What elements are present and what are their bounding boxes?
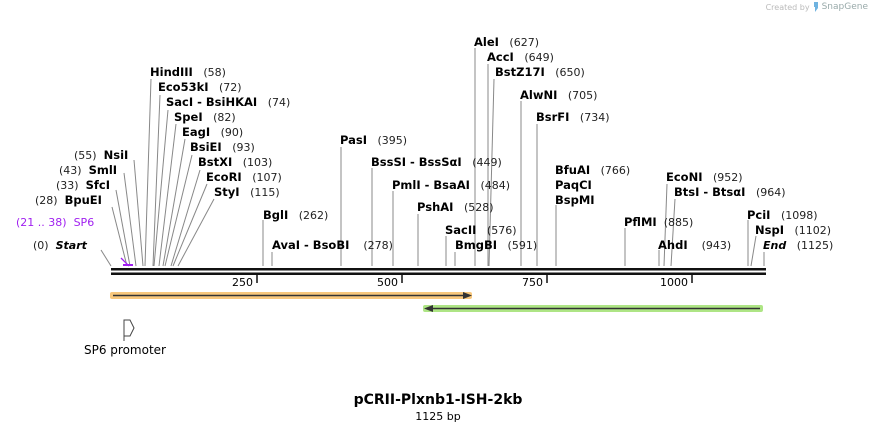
site-hindiii[interactable]: HindIII (58): [150, 65, 226, 80]
map-title: pCRII-Plxnb1-ISH-2kb: [353, 392, 523, 408]
map-length: 1125 bp: [415, 410, 461, 423]
ruler-ticks: [256, 275, 693, 283]
site-smli[interactable]: (43) SmlI: [59, 163, 118, 178]
reverse-feature-arrow[interactable]: [423, 305, 763, 312]
site-leader-lines: [100, 48, 765, 267]
site-spei[interactable]: SpeI (82): [174, 110, 236, 125]
credit-prefix: Created by: [765, 2, 810, 12]
site-bfuai[interactable]: BfuAI (766): [555, 163, 631, 178]
site-pshai[interactable]: PshAI (528): [417, 200, 494, 215]
site-bsssi[interactable]: BssSI - BssSαI (449): [371, 155, 502, 170]
end-label: End (1125): [763, 239, 834, 252]
site-sacii[interactable]: SacII (576): [445, 223, 517, 238]
tick-500: 500: [377, 276, 398, 289]
sp6-promoter-label: SP6 promoter: [84, 343, 166, 357]
tick-1000: 1000: [660, 276, 688, 289]
site-bsiei[interactable]: BsiEI (93): [190, 140, 255, 155]
site-pasi[interactable]: PasI (395): [340, 133, 408, 148]
site-nsii[interactable]: (55) NsiI: [74, 148, 129, 163]
tick-750: 750: [522, 276, 543, 289]
start-label: (0) Start: [33, 239, 87, 252]
site-pcii[interactable]: PciI (1098): [747, 208, 818, 223]
site-bgli[interactable]: BglI (262): [263, 208, 329, 223]
site-eco53ki[interactable]: Eco53kI (72): [158, 80, 242, 95]
site-econi[interactable]: EcoNI (952): [666, 170, 743, 185]
backbone-bottom-strand: [111, 272, 766, 275]
snapgene-credit: Created by SnapGene: [766, 2, 868, 12]
site-avai-bsobi[interactable]: AvaI - BsoBI (278): [272, 238, 393, 253]
site-ahdi[interactable]: AhdI (943): [658, 238, 732, 253]
site-bpuei[interactable]: (28) BpuEI: [35, 193, 102, 208]
site-saci-bsihkai[interactable]: SacI - BsiHKAI (74): [166, 95, 291, 110]
site-pmli-bsaai[interactable]: PmlI - BsaAI (484): [392, 178, 511, 193]
site-paqci[interactable]: PaqCI: [555, 178, 592, 192]
site-sfci[interactable]: (33) SfcI: [56, 178, 110, 193]
snapgene-logo-icon: [813, 2, 818, 12]
site-ecori[interactable]: EcoRI (107): [206, 170, 282, 185]
site-alei[interactable]: AleI (627): [474, 35, 540, 50]
tick-250: 250: [232, 276, 253, 289]
site-btsi[interactable]: BtsI - BtsαI (964): [674, 185, 786, 200]
site-pflmi[interactable]: PflMI (885): [624, 215, 694, 230]
credit-brand: SnapGene: [821, 2, 868, 12]
backbone-top-strand: [111, 268, 766, 271]
site-bmgbi[interactable]: BmgBI (591): [455, 238, 538, 253]
site-bsrfi[interactable]: BsrFI (734): [536, 110, 610, 125]
site-styi[interactable]: StyI (115): [214, 185, 280, 200]
site-bstz17i[interactable]: BstZ17I (650): [495, 65, 585, 80]
sp6-promoter-glyph[interactable]: [123, 319, 135, 341]
site-bspmi[interactable]: BspMI: [555, 193, 595, 207]
site-alwni[interactable]: AlwNI (705): [520, 88, 598, 103]
sp6-feature-label[interactable]: (21 .. 38) SP6: [16, 216, 95, 229]
forward-feature-arrow[interactable]: [110, 292, 472, 299]
sp6-feature-mark: [123, 264, 133, 266]
site-nspi[interactable]: NspI (1102): [755, 223, 832, 238]
site-acci[interactable]: AccI (649): [487, 50, 554, 65]
site-eagi[interactable]: EagI (90): [182, 125, 244, 140]
site-bstxi[interactable]: BstXI (103): [198, 155, 273, 170]
